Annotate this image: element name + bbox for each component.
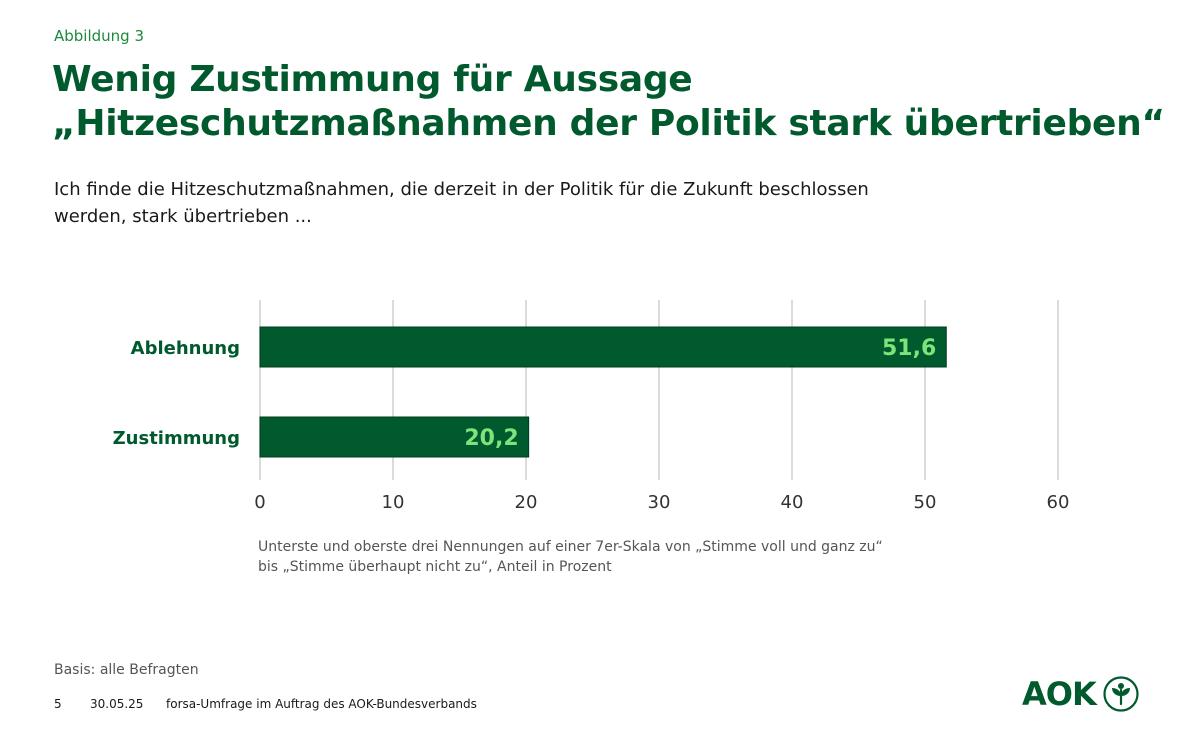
note-line-1: Unterste und oberste drei Nennungen auf …: [258, 539, 883, 555]
x-axis-ticks: 0 10 20 30 40 50 60: [254, 492, 1069, 513]
survey-question: Ich finde die Hitzeschutzmaßnahmen, die …: [54, 176, 954, 230]
x-tick-label: 50: [914, 492, 937, 513]
plant-icon: [1103, 676, 1139, 712]
title-line-2: „Hitzeschutzmaßnahmen der Politik stark …: [52, 103, 1165, 144]
note-line-2: bis „Stimme überhaupt nicht zu“, Anteil …: [258, 559, 612, 575]
bar-value-label: 51,6: [882, 336, 936, 361]
figure-label: Abbildung 3: [54, 27, 145, 45]
page-title: Wenig Zustimmung für Aussage „Hitzeschut…: [52, 58, 1165, 146]
category-label: Zustimmung: [113, 428, 240, 449]
logo-wordmark: AOK: [1022, 675, 1097, 713]
page-number: 5: [54, 697, 62, 711]
chart-note: Unterste und oberste drei Nennungen auf …: [258, 537, 883, 577]
x-tick-label: 40: [781, 492, 804, 513]
bar-value-label: 20,2: [464, 426, 518, 451]
bars: 51,6 20,2: [259, 326, 947, 458]
x-tick-label: 20: [515, 492, 538, 513]
x-tick-label: 30: [648, 492, 671, 513]
question-line-2: werden, stark übertrieben ...: [54, 206, 312, 227]
category-label: Ablehnung: [131, 338, 240, 359]
bar: [259, 326, 947, 368]
footer-source: forsa-Umfrage im Auftrag des AOK-Bundesv…: [166, 697, 477, 711]
footer-date: 30.05.25: [90, 697, 144, 711]
bar: [259, 416, 530, 458]
basis-note: Basis: alle Befragten: [54, 662, 199, 678]
x-tick-label: 10: [382, 492, 405, 513]
x-tick-label: 0: [254, 492, 265, 513]
title-line-1: Wenig Zustimmung für Aussage: [52, 59, 693, 100]
aok-logo: AOK: [1022, 672, 1140, 716]
x-tick-label: 60: [1047, 492, 1070, 513]
category-labels: Ablehnung Zustimmung: [113, 338, 240, 449]
question-line-1: Ich finde die Hitzeschutzmaßnahmen, die …: [54, 179, 869, 200]
